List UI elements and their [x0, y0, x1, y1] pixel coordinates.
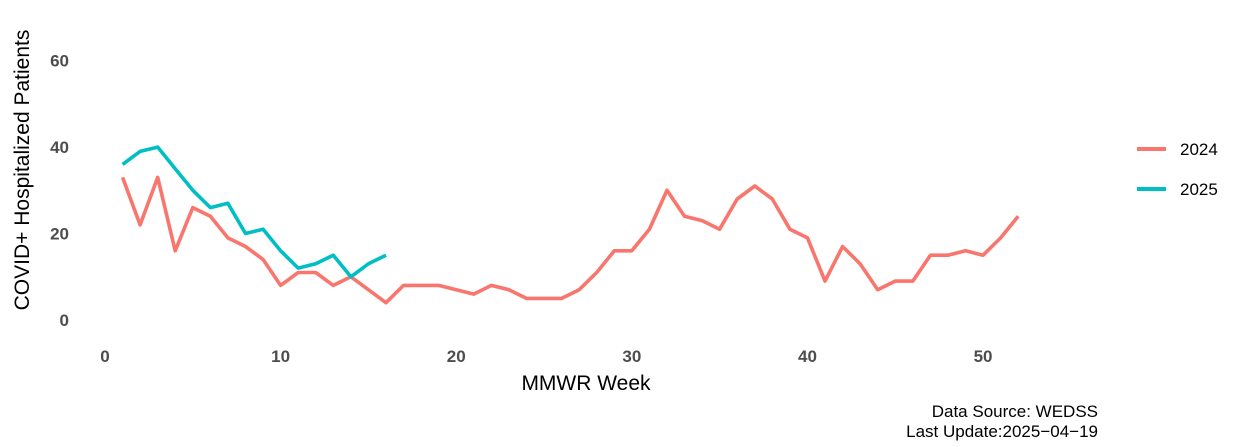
- y-tick-label: 60: [50, 52, 69, 71]
- series-lines: [120, 145, 1020, 305]
- series-line-2024: [120, 175, 1020, 305]
- x-tick-label: 20: [447, 347, 466, 366]
- x-tick-label: 50: [974, 347, 993, 366]
- y-axis-ticks: 0 20 40 60: [50, 52, 69, 330]
- x-tick-label: 0: [100, 347, 109, 366]
- last-update-caption: Last Update:2025−04−19: [906, 422, 1098, 441]
- x-tick-label: 10: [271, 347, 290, 366]
- y-tick-label: 0: [60, 311, 69, 330]
- x-tick-label: 30: [622, 347, 641, 366]
- x-axis-title: MMWR Week: [521, 372, 651, 395]
- legend: 2024 2025: [1137, 140, 1218, 199]
- y-tick-label: 20: [50, 225, 69, 244]
- y-tick-label: 40: [50, 138, 69, 157]
- y-axis-title: COVID+ Hospitalized Patients: [11, 30, 34, 311]
- x-axis-ticks: 0 10 20 30 40 50: [100, 347, 992, 366]
- legend-label-2025: 2025: [1180, 180, 1218, 199]
- x-tick-label: 40: [798, 347, 817, 366]
- data-source-caption: Data Source: WEDSS: [931, 402, 1098, 421]
- legend-label-2024: 2024: [1180, 140, 1218, 159]
- series-line-2025: [121, 145, 387, 279]
